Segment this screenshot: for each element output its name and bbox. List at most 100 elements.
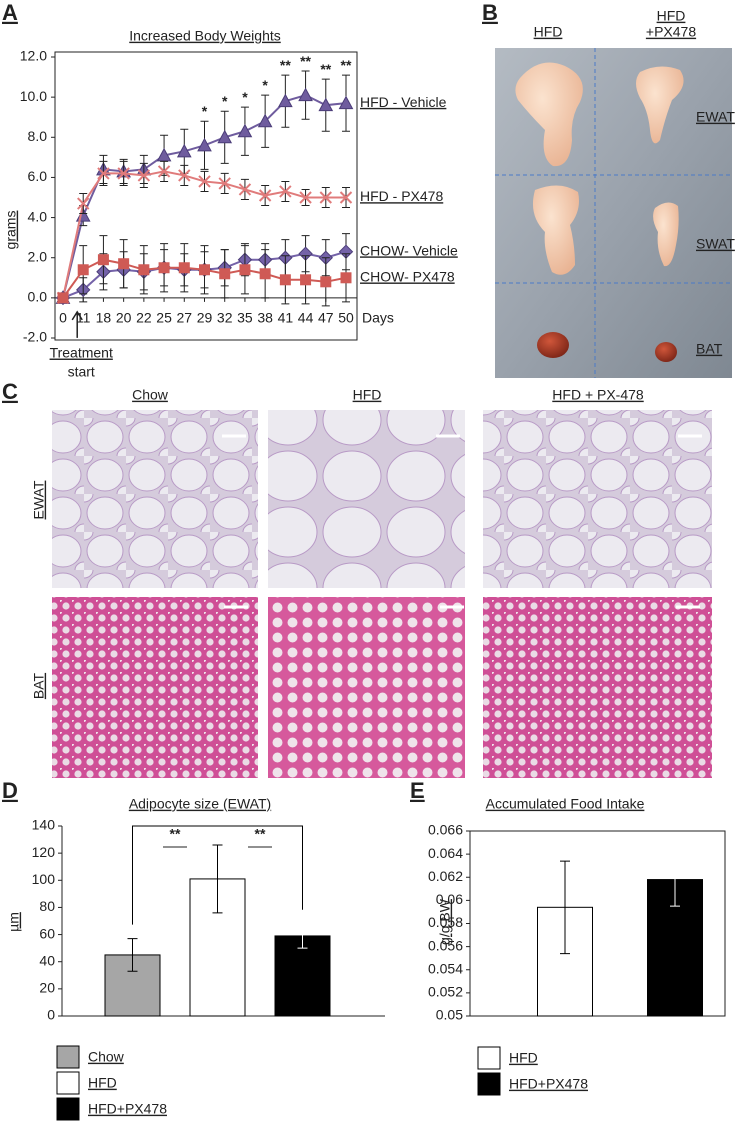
bar — [274, 935, 331, 1017]
marker — [320, 276, 332, 288]
x-tick-label: 35 — [237, 310, 253, 326]
panel-letter: C — [2, 379, 18, 404]
significance: ** — [341, 57, 352, 73]
x-tick-label: 22 — [136, 310, 152, 326]
marker — [218, 177, 231, 190]
marker — [57, 292, 69, 304]
histology-image — [52, 597, 258, 778]
legend-label: HFD — [88, 1075, 117, 1091]
y-axis-label: g/g BW — [437, 898, 453, 945]
x-tick-label: 44 — [298, 310, 314, 326]
marker — [178, 169, 191, 182]
legend-swatch — [56, 1097, 80, 1121]
y-tick-label: 6.0 — [28, 168, 48, 184]
histology-image — [268, 410, 465, 588]
column-header: HFD — [353, 387, 382, 403]
series-label: HFD - PX478 — [360, 188, 443, 204]
histology-image — [268, 597, 465, 778]
histology-panel — [52, 410, 712, 778]
panel-letter: B — [482, 0, 498, 25]
error-bar — [670, 852, 680, 907]
error-bar — [212, 844, 223, 914]
marker — [278, 93, 293, 108]
marker — [237, 123, 253, 138]
x-tick-label: 50 — [338, 310, 354, 326]
y-tick-label: 20 — [39, 980, 55, 996]
significance: * — [242, 89, 248, 105]
x-tick-label: 18 — [96, 310, 112, 326]
chart-title: Adipocyte size (EWAT) — [129, 796, 271, 812]
legend-label: HFD — [509, 1050, 538, 1066]
x-tick-label: 25 — [156, 310, 172, 326]
y-tick-label: 0.056 — [428, 937, 463, 953]
marker — [176, 143, 192, 158]
marker — [157, 165, 171, 178]
panel-letter: A — [2, 0, 18, 25]
y-tick-label: 140 — [32, 817, 56, 833]
tissue — [636, 66, 684, 144]
legend-swatch — [56, 1071, 80, 1095]
y-axis-label: grams — [3, 211, 19, 250]
series-label: HFD - Vehicle — [360, 94, 447, 110]
marker — [117, 167, 130, 180]
x-tick-label: 41 — [278, 310, 294, 326]
y-tick-label: 0.052 — [428, 984, 463, 1000]
error-bar — [560, 860, 570, 955]
panel-letter: E — [410, 778, 425, 803]
marker — [300, 274, 312, 286]
annotation: Treatment — [50, 345, 113, 361]
marker — [238, 183, 252, 196]
marker — [258, 189, 272, 202]
y-tick-label: 0.064 — [428, 845, 463, 861]
x-tick-label: 0 — [59, 310, 67, 326]
marker — [156, 147, 172, 162]
marker — [137, 169, 151, 182]
histology-image — [483, 410, 712, 588]
tissue — [653, 202, 679, 267]
y-tick-label: 120 — [32, 844, 56, 860]
y-tick-label: 80 — [39, 898, 55, 914]
y-tick-label: 8.0 — [28, 128, 48, 144]
marker — [319, 191, 332, 204]
marker — [338, 95, 354, 110]
x-tick-label: 27 — [176, 310, 192, 326]
x-tick-label: 29 — [197, 310, 213, 326]
column-header: HFD + PX-478 — [552, 387, 644, 403]
y-tick-label: 2.0 — [28, 248, 48, 264]
legend-swatch — [56, 1045, 80, 1069]
y-tick-label: 100 — [32, 871, 56, 887]
tissue — [655, 342, 677, 362]
error-bar — [297, 923, 308, 949]
x-tick-label: 32 — [217, 310, 233, 326]
marker — [219, 268, 231, 280]
tissue — [532, 185, 579, 275]
legend-label: HFD+PX478 — [88, 1101, 167, 1117]
marker — [199, 264, 210, 276]
marker — [77, 197, 90, 210]
column-header: +PX478 — [646, 24, 696, 40]
x-tick-label: 38 — [257, 310, 273, 326]
series-label: CHOW- Vehicle — [360, 242, 458, 258]
error-bar — [127, 938, 138, 972]
y-tick-label: -2.0 — [23, 329, 47, 345]
legend-label: Chow — [88, 1049, 125, 1065]
y-tick-label: 60 — [39, 925, 55, 941]
marker — [217, 129, 233, 144]
tissue — [515, 62, 583, 167]
significance: ** — [300, 53, 311, 69]
bracket — [132, 825, 303, 925]
y-axis-label: µm — [6, 912, 22, 932]
plot-frame — [54, 51, 358, 341]
y-tick-label: 0.058 — [428, 914, 463, 930]
significance: ** — [320, 61, 331, 77]
marker — [97, 167, 110, 180]
y-tick-label: 40 — [39, 952, 55, 968]
marker — [118, 258, 130, 270]
x-tick-label: 20 — [116, 310, 132, 326]
significance: * — [222, 93, 228, 109]
marker — [340, 272, 352, 284]
legend-swatch — [477, 1072, 501, 1096]
significance: * — [262, 77, 268, 93]
annotation: start — [68, 364, 95, 380]
